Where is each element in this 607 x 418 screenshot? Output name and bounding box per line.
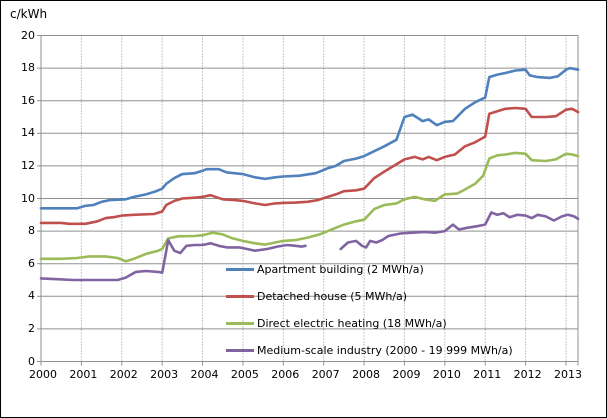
- y-axis-tick-label: 12: [21, 158, 35, 172]
- y-axis-tick-label: 14: [21, 126, 35, 140]
- y-axis-tick-label: 0: [28, 354, 35, 368]
- series-line: [39, 238, 307, 282]
- x-axis-tick-label: 2013: [554, 368, 582, 381]
- x-axis-tick-label: 2012: [513, 368, 542, 381]
- series-line: [39, 151, 580, 263]
- x-axis-tick-label: 2007: [311, 368, 340, 381]
- legend-line-swatch: [226, 321, 254, 325]
- y-axis-tick-label: 16: [21, 93, 35, 107]
- x-axis-tick-label: 2008: [352, 368, 381, 381]
- x-axis-tick-label: 2000: [29, 368, 57, 381]
- plot-border: [40, 35, 579, 362]
- legend-label: Direct electric heating (18 MWh/a): [257, 316, 447, 330]
- x-axis-tick-label: 2011: [473, 368, 502, 381]
- x-axis-tick-label: 2009: [392, 368, 421, 381]
- y-axis-unit-label: c/kWh: [10, 7, 48, 21]
- y-axis-tick-label: 18: [21, 61, 35, 75]
- x-axis-tick-label: 2010: [432, 368, 461, 381]
- series-line: [39, 66, 580, 210]
- y-axis-tick-label: 20: [21, 28, 35, 42]
- legend-item: Apartment building (2 MWh/a): [226, 262, 424, 276]
- x-axis-tick-label: 2006: [271, 368, 300, 381]
- legend-item: Direct electric heating (18 MWh/a): [226, 316, 447, 330]
- x-axis-tick-label: 2001: [69, 368, 98, 381]
- x-axis-tick-label: 2002: [109, 368, 138, 381]
- y-axis-tick-label: 6: [28, 256, 35, 270]
- legend-item: Detached house (5 MWh/a): [226, 289, 407, 303]
- y-axis-tick-label: 8: [28, 224, 35, 238]
- y-axis-tick-label: 2: [28, 321, 35, 335]
- series-line: [39, 106, 580, 226]
- series-line: [339, 211, 580, 251]
- x-axis-tick-label: 2003: [150, 368, 179, 381]
- legend-line-swatch: [226, 294, 254, 298]
- x-axis-tick-label: 2004: [190, 368, 219, 381]
- legend-line-swatch: [226, 348, 254, 352]
- y-axis-tick-label: 4: [28, 289, 35, 303]
- legend-label: Apartment building (2 MWh/a): [257, 262, 424, 276]
- legend-item: Medium-scale industry (2000 - 19 999 MWh…: [226, 343, 513, 357]
- y-axis-tick-label: 10: [21, 191, 35, 205]
- legend-line-swatch: [226, 267, 254, 271]
- legend-label: Detached house (5 MWh/a): [257, 289, 408, 303]
- legend-label: Medium-scale industry (2000 - 19 999 MWh…: [257, 343, 513, 357]
- x-axis-tick-label: 2005: [230, 368, 259, 381]
